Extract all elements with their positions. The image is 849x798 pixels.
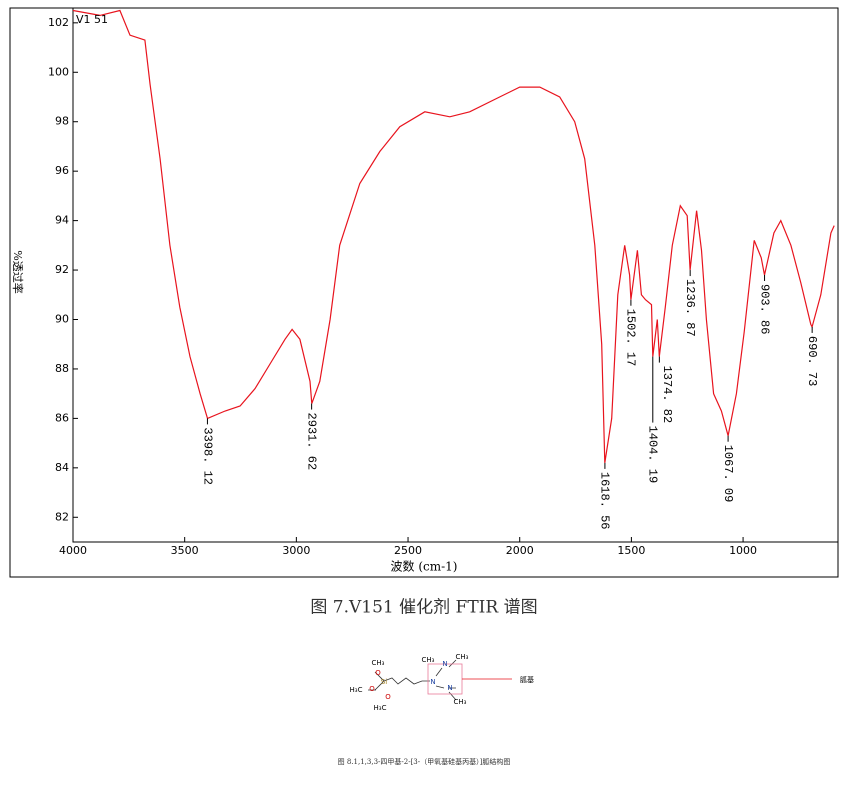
peak-label: 1374. 82 (660, 366, 674, 424)
bond (368, 659, 457, 701)
caption: 图 8.1,1,3,3-四甲基-2-[3-（甲氧基硅基丙基）]胍结构图 (338, 757, 511, 766)
y-tick-label: 102 (48, 16, 69, 29)
x-tick-label: 1500 (617, 544, 645, 557)
caption: 图 7.V151 催化剂 FTIR 谱图 (310, 598, 537, 618)
atom: Si (381, 678, 387, 686)
y-tick-label: 92 (55, 263, 69, 276)
atom: H₃C (350, 686, 363, 694)
y-tick-label: 86 (55, 411, 69, 424)
x-tick-label: 3000 (282, 544, 310, 557)
x-tick-label: 3500 (171, 544, 199, 557)
atom: CH₃ (456, 653, 469, 661)
molecule (368, 659, 512, 701)
peak-label: 1067. 09 (721, 445, 735, 503)
x-axis-label: 波数 (cm-1) (391, 559, 458, 574)
atom: CH₃ (454, 698, 467, 706)
y-tick-label: 82 (55, 510, 69, 523)
atom: H₃C (374, 704, 387, 712)
atom: CH₃ (372, 659, 385, 667)
group-label: 胍基 (520, 675, 534, 684)
atom: N (447, 684, 452, 692)
y-tick-label: 88 (55, 362, 69, 375)
atom: O (375, 669, 381, 677)
peak-label: 1236. 87 (683, 279, 697, 337)
atom: CH₃ (422, 656, 435, 664)
peak-label: 2931. 62 (304, 413, 318, 471)
peak-label: 1404. 19 (646, 426, 660, 484)
y-tick-label: 98 (55, 115, 69, 128)
peak-label: 1502. 17 (624, 309, 638, 367)
spectrum-line (72, 9, 835, 463)
y-tick-label: 90 (55, 313, 69, 326)
x-tick-label: 1000 (729, 544, 757, 557)
peak-label: 903. 86 (757, 284, 771, 334)
x-tick-label: 2000 (506, 544, 534, 557)
y-tick-label: 84 (55, 461, 69, 474)
y-tick-label: 96 (55, 164, 69, 177)
atom: O (369, 685, 375, 693)
atom: N (442, 660, 447, 668)
chart-frame (9, 7, 839, 578)
y-tick-label: 100 (48, 65, 69, 78)
peak-label: 1618. 56 (598, 472, 612, 530)
y-axis-label: %透过率 (11, 250, 25, 293)
peak-label: 690. 73 (805, 336, 819, 386)
peak-label: 3398. 12 (200, 427, 214, 485)
atom: O (385, 693, 391, 701)
x-tick-label: 4000 (59, 544, 87, 557)
atom: N (430, 678, 435, 686)
series-name: V1 51 (76, 13, 108, 26)
plot-area (72, 7, 839, 543)
y-tick-label: 94 (55, 214, 69, 227)
x-tick-label: 2500 (394, 544, 422, 557)
